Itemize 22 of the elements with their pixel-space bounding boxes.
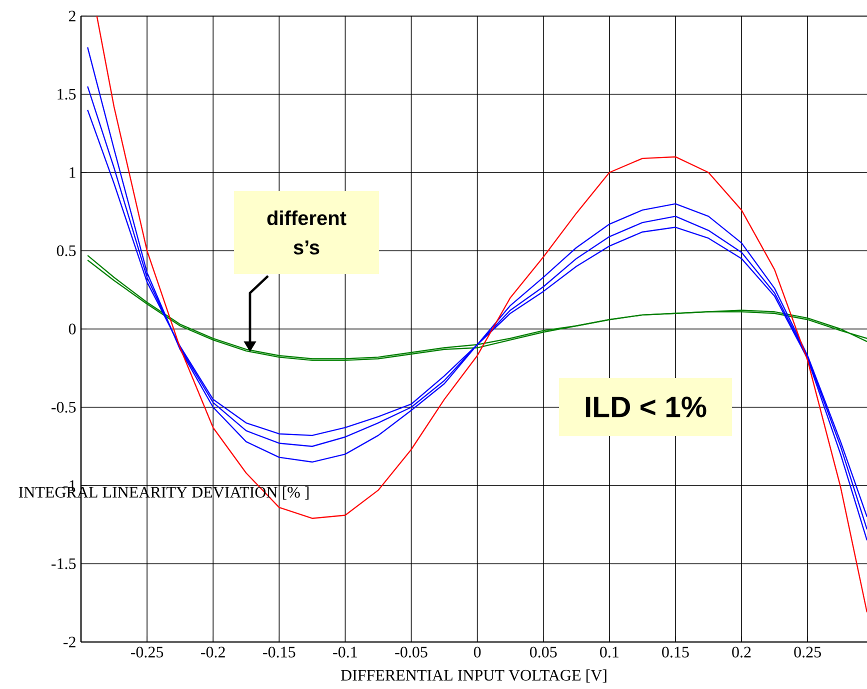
x-tick-label: 0.1 <box>600 646 618 658</box>
x-tick-label: 0.15 <box>662 646 689 658</box>
x-tick-label: -0.1 <box>333 646 357 658</box>
x-tick-label: -0.15 <box>263 646 296 658</box>
annotation: ILD < 1% <box>586 396 706 418</box>
x-tick-label: 0.05 <box>530 646 557 658</box>
y-tick-label: -2 <box>64 636 76 648</box>
x-axis-title: DIFFERENTIAL INPUT VOLTAGE [V] <box>340 669 606 683</box>
y-tick-label: -1.5 <box>52 558 76 570</box>
x-tick-label: -0.2 <box>201 646 225 658</box>
y-tick-label: -0.5 <box>52 402 76 413</box>
y-tick-label: 1 <box>70 167 76 178</box>
x-tick-label: 0.25 <box>794 646 821 658</box>
x-tick-label: 0 <box>474 646 481 658</box>
x-tick-label: -0.25 <box>130 646 164 658</box>
annotation: different s’s <box>267 210 346 254</box>
y-tick-label: 2 <box>69 10 76 22</box>
x-tick-label: -0.05 <box>395 646 428 658</box>
y-tick-label: 1.5 <box>58 88 76 100</box>
y-tick-label: 0 <box>68 324 76 334</box>
y-tick-label: 0.5 <box>56 245 76 256</box>
x-tick-label: 0.2 <box>732 646 751 658</box>
